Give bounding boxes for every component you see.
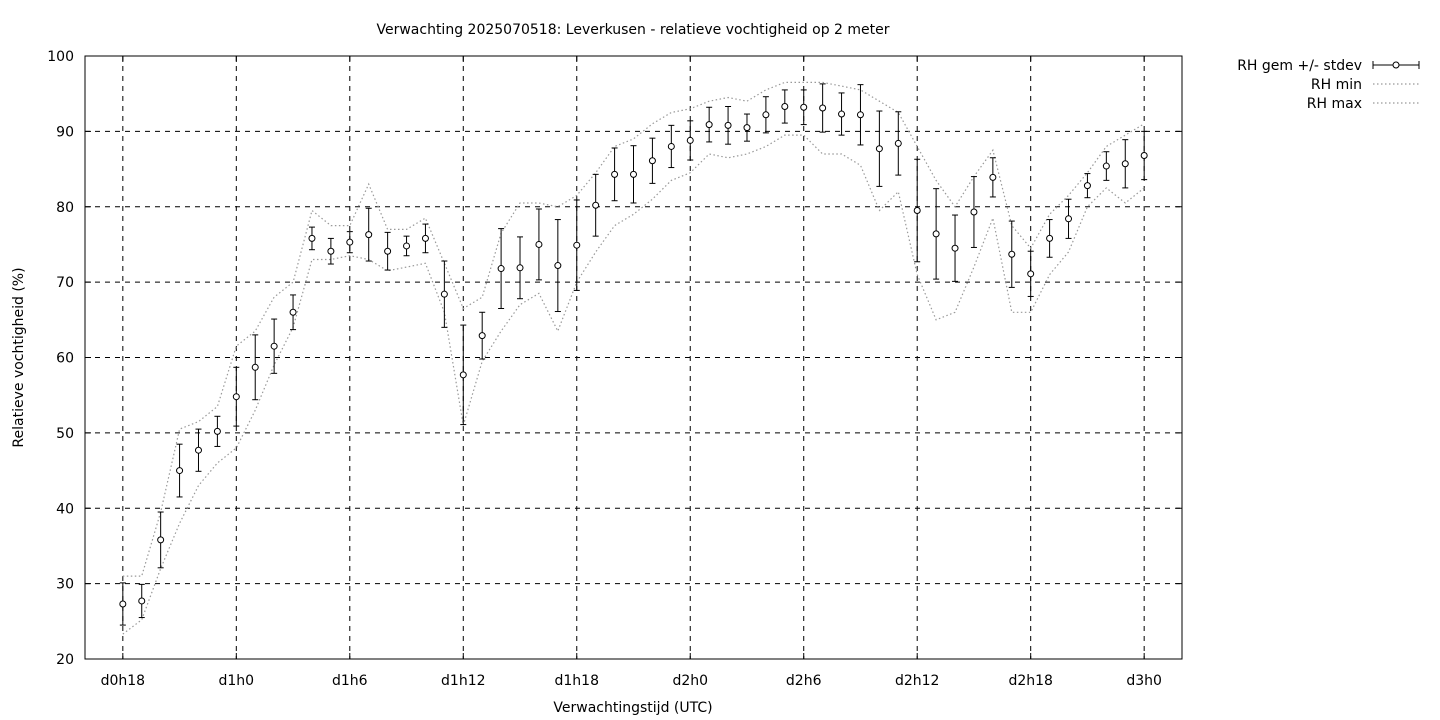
x-tick-label: d1h18 [555, 673, 599, 689]
mean-point [875, 145, 883, 153]
x-tick-label: d1h12 [441, 673, 485, 689]
mean-point [724, 121, 732, 129]
mean-point [781, 103, 789, 111]
mean-point [838, 110, 846, 118]
x-tick-label: d2h18 [1008, 673, 1052, 689]
mean-point [251, 363, 259, 371]
mean-point [213, 427, 221, 435]
mean-point [403, 242, 411, 250]
mean-point [667, 142, 675, 150]
mean-point [800, 103, 808, 111]
mean-point [819, 104, 827, 112]
mean-point [1065, 215, 1073, 223]
mean-point [308, 234, 316, 242]
mean-point [459, 371, 467, 379]
mean-point [384, 247, 392, 255]
mean-point [1121, 160, 1129, 168]
mean-point [119, 600, 127, 608]
y-axis-label: Relatieve vochtigheid (%) [11, 267, 27, 447]
x-tick-label: d1h6 [332, 673, 368, 689]
mean-point [138, 597, 146, 605]
x-tick-label: d2h0 [672, 673, 708, 689]
y-tick-label: 100 [47, 49, 74, 65]
mean-point [327, 247, 335, 255]
mean-point [1102, 162, 1110, 170]
x-tick-label: d2h12 [895, 673, 939, 689]
legend-label: RH gem +/- stdev [1237, 58, 1362, 74]
mean-point [157, 536, 165, 544]
mean-point [421, 234, 429, 242]
mean-point [535, 240, 543, 248]
legend-label: RH max [1307, 96, 1362, 112]
axes: 20 30 40 50 60 70 80 90 100 d0h18 d1h0 d1h6 d1h12 d1h… [47, 49, 1182, 689]
mean-point [989, 173, 997, 181]
x-tick-label: d3h0 [1126, 673, 1162, 689]
mean-point [346, 238, 354, 246]
mean-point [289, 308, 297, 316]
mean-point [573, 241, 581, 249]
mean-point [270, 342, 278, 350]
mean-point [686, 136, 694, 144]
y-tick-label: 40 [56, 501, 74, 517]
mean-point [932, 230, 940, 238]
x-tick-label: d0h18 [101, 673, 145, 689]
mean-point [1046, 234, 1054, 242]
chart-title: Verwachting 2025070518: Leverkusen - rel… [376, 22, 889, 38]
x-tick-label: d2h6 [786, 673, 822, 689]
y-tick-label: 60 [56, 351, 74, 367]
mean-point [232, 393, 240, 401]
mean-point [497, 265, 505, 273]
x-tick-label: d1h0 [219, 673, 255, 689]
mean-point [592, 201, 600, 209]
mean-point [1027, 270, 1035, 278]
y-tick-label: 90 [56, 124, 74, 140]
rh-min-line [122, 134, 1145, 635]
mean-point [705, 121, 713, 129]
legend: RH gem +/- stdev RH min RH max [1237, 58, 1420, 112]
mean-point [194, 446, 202, 454]
mean-point [365, 231, 373, 239]
mean-point [951, 244, 959, 252]
mean-point [478, 332, 486, 340]
mean-point [743, 124, 751, 132]
mean-point [648, 157, 656, 165]
y-tick-label: 70 [56, 275, 74, 291]
y-tick-label: 80 [56, 200, 74, 216]
legend-label: RH min [1311, 77, 1362, 93]
mean-point [611, 170, 619, 178]
mean-point [970, 208, 978, 216]
mean-point [894, 139, 902, 147]
mean-point [516, 264, 524, 272]
mean-point [440, 290, 448, 298]
mean-point [1008, 250, 1016, 258]
y-tick-label: 50 [56, 426, 74, 442]
mean-point [554, 262, 562, 270]
mean-point [176, 467, 184, 475]
mean-point [762, 111, 770, 119]
mean-point [1083, 182, 1091, 190]
mean-point [630, 170, 637, 178]
y-tick-label: 20 [56, 652, 74, 668]
y-tick-label: 30 [56, 577, 74, 593]
mean-point [856, 111, 864, 119]
mean-errorbars [119, 83, 1148, 626]
mean-point [1140, 151, 1148, 159]
legend-point-swatch [1392, 61, 1400, 69]
mean-point [913, 207, 921, 215]
x-axis-label: Verwachtingstijd (UTC) [553, 700, 712, 716]
